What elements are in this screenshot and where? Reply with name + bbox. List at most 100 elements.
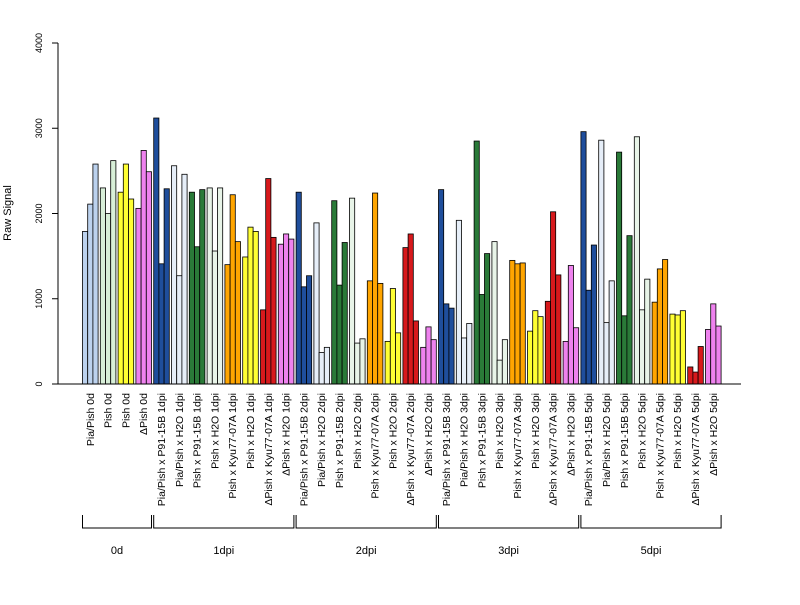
bar bbox=[519, 262, 526, 385]
bar bbox=[318, 352, 325, 385]
bar bbox=[110, 160, 117, 385]
bar bbox=[491, 241, 498, 385]
x-tick-label: ΔPish x H2O 3dpi bbox=[565, 393, 577, 476]
group-bracket bbox=[82, 515, 152, 529]
bar bbox=[372, 192, 379, 385]
bar bbox=[466, 323, 473, 385]
bar bbox=[395, 332, 402, 385]
bar bbox=[562, 340, 569, 385]
bar bbox=[171, 165, 178, 385]
bar bbox=[420, 346, 427, 385]
group-label: 3dpi bbox=[498, 545, 519, 557]
bar bbox=[260, 309, 267, 385]
bar bbox=[484, 253, 491, 385]
bar bbox=[92, 163, 99, 385]
x-tick-label: Pia/Pish 0d bbox=[85, 393, 97, 446]
bar bbox=[265, 178, 272, 385]
bar bbox=[135, 207, 142, 385]
bar bbox=[644, 278, 651, 385]
x-tick-label: Pish x H2O 2dpi bbox=[352, 393, 364, 469]
bar bbox=[651, 301, 658, 385]
bar bbox=[537, 316, 544, 385]
x-tick-label: ΔPish x Kyu77-07A 1dpi bbox=[263, 393, 275, 506]
bar bbox=[229, 194, 236, 385]
x-tick-label: Pish x H2O 1dpi bbox=[245, 393, 257, 469]
bar bbox=[687, 366, 694, 385]
bar bbox=[99, 187, 106, 385]
bar bbox=[514, 263, 521, 385]
bar bbox=[128, 198, 135, 385]
x-tick-label: Pish x P91-15B 5dpi bbox=[619, 393, 631, 488]
bar bbox=[573, 327, 580, 385]
bar bbox=[354, 342, 361, 385]
bar bbox=[349, 197, 356, 385]
bar bbox=[580, 131, 587, 385]
bar bbox=[176, 275, 183, 385]
x-tick-label: Pia/Pish x H2O 1dpi bbox=[174, 393, 186, 487]
x-tick-label: Pia/Pish x H2O 3dpi bbox=[459, 393, 471, 487]
y-tick-label: 4000 bbox=[34, 33, 44, 53]
x-tick-label: ΔPish 0d bbox=[138, 393, 150, 435]
bar bbox=[674, 314, 681, 385]
y-tick-label: 0 bbox=[34, 381, 44, 386]
bar bbox=[87, 203, 94, 385]
x-tick-label: ΔPish x Kyu77-07A 2dpi bbox=[405, 393, 417, 506]
bar bbox=[626, 235, 633, 385]
bar bbox=[639, 309, 646, 385]
bar bbox=[140, 150, 147, 385]
x-tick-label: Pish x P91-15B 1dpi bbox=[192, 393, 204, 488]
bar bbox=[105, 213, 112, 385]
bar bbox=[277, 243, 284, 385]
group-bracket bbox=[295, 515, 437, 529]
bar bbox=[715, 325, 722, 385]
bar bbox=[407, 233, 414, 385]
bar bbox=[633, 136, 640, 385]
x-tick-label: Pish x Kyu77-07A 1dpi bbox=[227, 393, 239, 499]
bar bbox=[430, 339, 437, 385]
bar bbox=[300, 286, 307, 385]
bar bbox=[402, 247, 409, 385]
bar bbox=[366, 280, 373, 385]
bar bbox=[585, 289, 592, 385]
bar bbox=[323, 346, 330, 385]
bar bbox=[206, 187, 213, 385]
bar bbox=[211, 250, 218, 385]
group-label: 1dpi bbox=[213, 545, 234, 557]
x-tick-label: Pish x Kyu77-07A 3dpi bbox=[512, 393, 524, 499]
bar bbox=[550, 211, 557, 385]
bar bbox=[181, 173, 188, 385]
x-tick-label: ΔPish x H2O 5dpi bbox=[708, 393, 720, 476]
group-label: 5dpi bbox=[641, 545, 662, 557]
bar bbox=[153, 117, 160, 385]
x-tick-label: ΔPish x H2O 2dpi bbox=[423, 393, 435, 476]
bar bbox=[448, 307, 455, 385]
x-tick-label: Pish x H2O 5dpi bbox=[672, 393, 684, 469]
bar bbox=[425, 326, 432, 385]
x-tick-label: Pish x H2O 3dpi bbox=[530, 393, 542, 469]
bar bbox=[331, 200, 338, 385]
bar bbox=[247, 226, 254, 385]
bar bbox=[295, 191, 302, 385]
bar bbox=[199, 189, 206, 385]
bar bbox=[117, 191, 124, 385]
bar bbox=[412, 320, 419, 385]
x-tick-label: ΔPish x H2O 1dpi bbox=[281, 393, 293, 476]
bar bbox=[283, 233, 290, 385]
bar bbox=[555, 274, 562, 385]
bar bbox=[377, 282, 384, 385]
x-tick-label: ΔPish x Kyu77-07A 5dpi bbox=[690, 393, 702, 506]
x-tick-label: Pish x H2O 5dpi bbox=[637, 393, 649, 469]
group-label: 2dpi bbox=[356, 545, 377, 557]
group-bracket bbox=[153, 515, 295, 529]
x-tick-label: Pia/Pish x P91-15B 3dpi bbox=[441, 393, 453, 506]
bar bbox=[496, 359, 503, 385]
x-tick-label: Pish x P91-15B 3dpi bbox=[476, 393, 488, 488]
y-axis-label: Raw Signal bbox=[2, 185, 14, 241]
bar bbox=[359, 338, 366, 385]
bar bbox=[389, 288, 396, 385]
bar bbox=[656, 268, 663, 385]
x-tick-label: Pish x H2O 2dpi bbox=[387, 393, 399, 469]
bar bbox=[501, 339, 508, 385]
bar bbox=[527, 330, 534, 385]
